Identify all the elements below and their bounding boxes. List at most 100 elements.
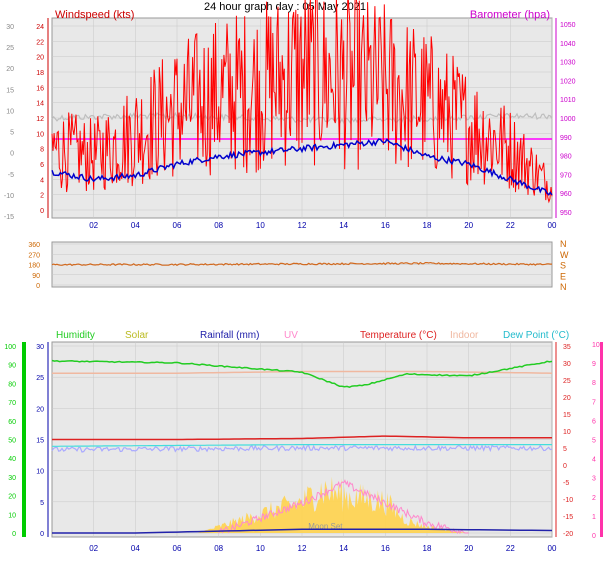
rain-tick-label: 5 xyxy=(40,500,44,507)
wind-x-tick-label: 04 xyxy=(131,221,140,230)
wind-x-tick-label: 20 xyxy=(464,221,473,230)
humidity-tick-label: 90 xyxy=(8,363,16,370)
rain-tick-label: 25 xyxy=(36,375,44,382)
wind-left-tick-label: 14 xyxy=(36,101,44,108)
dewpoint-line xyxy=(52,444,552,447)
direction-tick-label: 0 xyxy=(36,283,40,290)
wind-left-tick-label: 10 xyxy=(36,131,44,138)
wind-outer-tick-label: 0 xyxy=(10,151,14,158)
humidity-tick-label: 20 xyxy=(8,494,16,501)
barometer-tick-label: 1040 xyxy=(560,41,576,48)
direction-series xyxy=(51,261,552,267)
direction-tick-label: 90 xyxy=(32,273,40,280)
direction-tick-label: 180 xyxy=(28,263,40,270)
wind-x-tick-label: 14 xyxy=(339,221,348,230)
climate-x-tick-label: 20 xyxy=(464,544,473,553)
legend-label: Humidity xyxy=(56,330,95,341)
page-title: 24 hour graph day : 05 May 2021 xyxy=(204,1,366,13)
wind-left-tick-label: 12 xyxy=(36,116,44,123)
humidity-line xyxy=(51,359,553,389)
barometer-tick-label: 980 xyxy=(560,154,572,161)
humidity-tick-label: 60 xyxy=(8,419,16,426)
wind-left-tick-label: 20 xyxy=(36,55,44,62)
wind-left-tick-label: 24 xyxy=(36,24,44,31)
direction-tick-label: 270 xyxy=(28,252,40,259)
wind-x-tick-label: 02 xyxy=(89,221,98,230)
wind-left-tick-label: 8 xyxy=(40,147,44,154)
uv-tick-label: 0 xyxy=(592,533,596,540)
temperature-tick-label: 0 xyxy=(563,463,567,470)
wind-x-tick-label: 12 xyxy=(298,221,307,230)
wind-left-tick-label: 18 xyxy=(36,70,44,77)
wind-outer-tick-label: 15 xyxy=(6,87,14,94)
wind-label: Windspeed (kts) xyxy=(55,9,134,21)
wind-outer-tick-label: -5 xyxy=(8,172,14,179)
wind-x-tick-label: 22 xyxy=(506,221,515,230)
uv-tick-label: 9 xyxy=(592,361,596,368)
uv-tick-label: 6 xyxy=(592,418,596,425)
temperature-line xyxy=(52,435,552,441)
wind-axes: 242220181614121086420302520151050-5-10-1… xyxy=(4,18,576,230)
climate-x-tick-label: 02 xyxy=(89,544,98,553)
wind-left-tick-label: 2 xyxy=(40,193,44,200)
temperature-tick-label: 20 xyxy=(563,395,571,402)
compass-tick-label: S xyxy=(560,261,566,271)
legend-label: Dew Point (°C) xyxy=(503,330,569,341)
climate-x-tick-label: 12 xyxy=(298,544,307,553)
temperature-tick-label: -10 xyxy=(563,497,573,504)
humidity-tick-label: 40 xyxy=(8,456,16,463)
wind-outer-tick-label: 10 xyxy=(6,108,14,115)
humidity-tick-label: 30 xyxy=(8,475,16,482)
uv-tick-label: 10 xyxy=(592,342,600,349)
compass-tick-label: N xyxy=(560,239,567,249)
wind-x-tick-label: 16 xyxy=(381,221,390,230)
uv-tick-label: 8 xyxy=(592,380,596,387)
temperature-tick-label: -15 xyxy=(563,514,573,521)
climate-x-tick-label: 14 xyxy=(339,544,348,553)
wind-outer-tick-label: 25 xyxy=(6,45,14,52)
climate-x-tick-label: 10 xyxy=(256,544,265,553)
climate-x-tick-label: 06 xyxy=(173,544,182,553)
wind-series xyxy=(51,0,553,204)
uv-line xyxy=(218,479,469,535)
compass-tick-label: N xyxy=(560,282,567,292)
rain-tick-label: 0 xyxy=(40,531,44,538)
wind-x-tick-label: 10 xyxy=(256,221,265,230)
climate-x-tick-label: 18 xyxy=(423,544,432,553)
compass-tick-label: W xyxy=(560,250,569,260)
wind-outer-tick-label: -10 xyxy=(4,193,14,200)
rain-tick-label: 20 xyxy=(36,406,44,413)
wind-outer-tick-label: 20 xyxy=(6,66,14,73)
humidity-tick-label: 10 xyxy=(8,512,16,519)
wind-average-line xyxy=(51,138,553,196)
climate-x-tick-label: 08 xyxy=(214,544,223,553)
humidity-tick-label: 0 xyxy=(12,531,16,538)
barometer-tick-label: 1020 xyxy=(560,78,576,85)
barometer-tick-label: 1010 xyxy=(560,97,576,104)
temperature-tick-label: 35 xyxy=(563,344,571,351)
temperature-tick-label: -5 xyxy=(563,480,569,487)
direction-line xyxy=(51,261,552,267)
humidity-tick-label: 100 xyxy=(4,344,16,351)
climate-axes: 3025201510501009080706050403020100353025… xyxy=(4,342,603,553)
wind-outer-tick-label: 5 xyxy=(10,130,14,137)
wind-x-tick-label: 06 xyxy=(173,221,182,230)
moon-set-annotation: Moon Set xyxy=(308,522,343,531)
rain-tick-label: 10 xyxy=(36,469,44,476)
wind-left-tick-label: 6 xyxy=(40,162,44,169)
uv-tick-label: 2 xyxy=(592,495,596,502)
humidity-axis-bar xyxy=(22,342,26,537)
uv-tick-label: 4 xyxy=(592,457,596,464)
legend-label: Temperature (°C) xyxy=(360,330,437,341)
dewpoint-noise-line xyxy=(51,444,553,453)
temperature-tick-label: 10 xyxy=(563,429,571,436)
temperature-tick-label: 5 xyxy=(563,446,567,453)
wind-left-tick-label: 16 xyxy=(36,85,44,92)
climate-x-tick-label: 22 xyxy=(506,544,515,553)
humidity-tick-label: 70 xyxy=(8,400,16,407)
barometer-tick-label: 1050 xyxy=(560,22,576,29)
uv-tick-label: 3 xyxy=(592,476,596,483)
wind-left-tick-label: 22 xyxy=(36,39,44,46)
